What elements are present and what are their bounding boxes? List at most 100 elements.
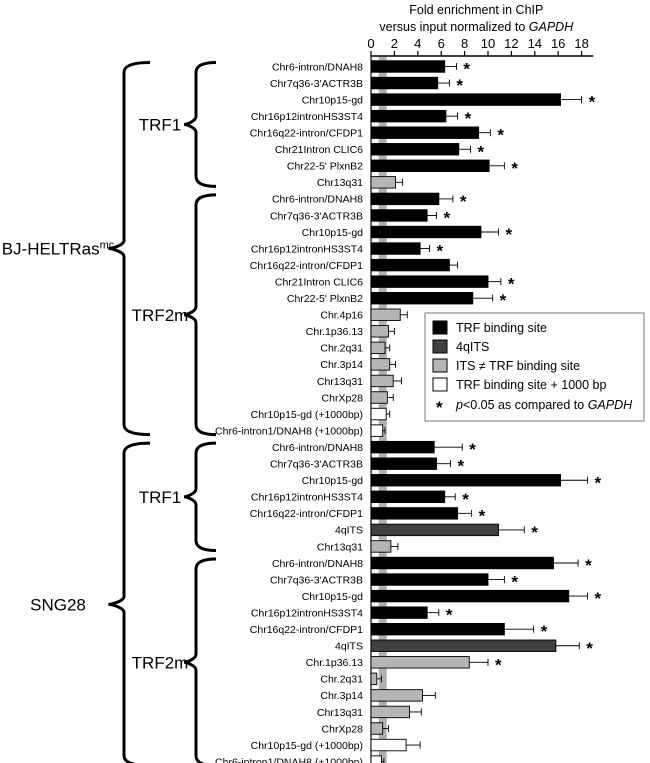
- bar: [370, 556, 554, 570]
- cell-line-label: BJ-HELTRasmc: [2, 240, 115, 259]
- x-tick-label: 12: [504, 36, 518, 51]
- group-label: TRF2m: [132, 306, 189, 325]
- bar: [370, 225, 482, 239]
- significance-star: *: [586, 639, 593, 658]
- bar: [370, 705, 411, 719]
- x-tick-label: 8: [461, 36, 468, 51]
- bar-label: 4qITS: [335, 641, 363, 653]
- x-tick-label: 4: [414, 36, 421, 51]
- bar: [370, 738, 407, 752]
- bar-label: Chr16p12intronHS3ST4: [251, 492, 363, 504]
- bar-label: Chr16q22-intron/CFDP1: [250, 128, 363, 140]
- legend-swatch: [432, 320, 448, 335]
- significance-star: *: [456, 76, 463, 95]
- significance-star: *: [589, 93, 596, 112]
- significance-star: *: [497, 126, 504, 145]
- bar: [370, 474, 561, 487]
- significance-star: *: [531, 523, 538, 542]
- bar-label: Chr.3p14: [320, 690, 363, 702]
- significance-star: *: [541, 622, 548, 641]
- group-bracket: [183, 193, 217, 437]
- significance-star: *: [458, 457, 465, 476]
- significance-star: *: [477, 142, 484, 161]
- cell-line-superscript: mc: [100, 240, 115, 252]
- significance-star: *: [479, 506, 486, 525]
- significance-star: *: [511, 573, 518, 592]
- significance-star: *: [462, 490, 469, 509]
- bar-label: Chr16q22-intron/CFDP1: [250, 624, 363, 636]
- bar-label: Chr10p15-gd: [302, 227, 363, 239]
- bar: [370, 242, 421, 255]
- significance-star: *: [469, 440, 476, 459]
- bar: [370, 623, 505, 636]
- bar: [370, 308, 401, 321]
- bar-label: Chr.4p16: [320, 310, 363, 322]
- bar: [370, 407, 387, 421]
- bar: [370, 126, 480, 139]
- bar-label: Chr16p12intronHS3ST4: [251, 111, 363, 123]
- legend-swatch: [432, 358, 448, 373]
- bar-label: Chr7q36-3'ACTR3B: [270, 78, 363, 90]
- bar-label: Chr10p15-gd: [302, 591, 363, 603]
- bar-label: Chr13q31: [317, 541, 363, 553]
- bar-label: Chr10p15-gd (+1000bp): [251, 409, 363, 421]
- group-bracket: [183, 557, 217, 763]
- significance-star: *: [460, 192, 467, 211]
- bar: [370, 722, 384, 735]
- legend-label: TRF binding site + 1000 bp: [456, 378, 606, 392]
- bar-label: Chr13q31: [317, 177, 363, 189]
- bar: [370, 93, 561, 106]
- bar-label: Chr10p15-gd: [302, 475, 363, 487]
- bar-label: Chr16q22-intron/CFDP1: [250, 508, 363, 520]
- bar-label: Chr21Intron CLIC6: [275, 276, 363, 288]
- significance-star: *: [594, 589, 601, 608]
- cell-line-label: SNG28: [30, 595, 86, 614]
- bar-label: Chr10p15-gd: [302, 94, 363, 106]
- bar-label: Chr.2q31: [320, 674, 363, 686]
- legend-significance-text: p<0.05 as compared to GAPDH: [455, 398, 633, 412]
- significance-star: *: [444, 208, 451, 227]
- bar-label: Chr6-intron/DNAH8: [272, 558, 363, 570]
- bar: [370, 209, 428, 222]
- bar: [370, 374, 394, 388]
- cell-line-bracket: [108, 61, 151, 437]
- bar: [370, 589, 570, 603]
- bar-label: Chr22-5' PlxnB2: [287, 293, 363, 305]
- bar-label: Chr13q31: [317, 376, 363, 388]
- bar-label: Chr.2q31: [320, 343, 363, 355]
- bar: [370, 672, 378, 686]
- bar: [370, 424, 384, 437]
- significance-star: *: [446, 606, 453, 625]
- bar-label: ChrXp28: [322, 392, 364, 404]
- bar: [370, 457, 437, 470]
- bar: [370, 606, 428, 619]
- bar-label: Chr7q36-3'ACTR3B: [270, 210, 363, 222]
- significance-star: *: [495, 655, 502, 674]
- bar-label: Chr21Intron CLIC6: [275, 144, 363, 156]
- x-axis-title-line2: versus input normalized to GAPDH: [379, 20, 574, 34]
- bar-label: Chr6-intron1/DNAH8 (+1000bp): [215, 425, 363, 437]
- bar-label: 4qITS: [335, 525, 363, 537]
- bar: [370, 573, 489, 586]
- bar: [370, 341, 386, 355]
- legend-sig-text: <0.05 as compared to: [463, 398, 588, 412]
- cell-line-name: SNG28: [30, 595, 86, 614]
- legend-label: 4qITS: [456, 340, 489, 354]
- bar: [370, 540, 392, 553]
- x-tick-label: 10: [481, 36, 495, 51]
- bar: [370, 76, 439, 90]
- bar: [370, 507, 459, 520]
- x-axis-title-line1: Fold enrichment in ChIP: [409, 3, 543, 17]
- bar: [370, 755, 382, 763]
- group-label: TRF1: [139, 488, 182, 507]
- bar-label: Chr.1p36.13: [306, 326, 363, 338]
- significance-star: *: [585, 556, 592, 575]
- bar-label: Chr6-intron/DNAH8: [272, 61, 363, 73]
- group-bracket: [183, 441, 217, 552]
- bar-label: Chr16p12intronHS3ST4: [251, 243, 363, 255]
- group-label: TRF1: [139, 115, 182, 134]
- bar-label: Chr22-5' PlxnB2: [287, 161, 363, 173]
- legend-swatch: [432, 377, 448, 392]
- legend-label: TRF binding site: [456, 321, 547, 335]
- x-axis-title-gene: GAPDH: [529, 20, 574, 34]
